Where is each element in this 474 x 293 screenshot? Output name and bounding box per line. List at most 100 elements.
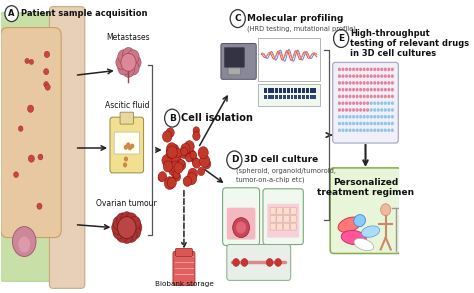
Bar — [306, 88, 309, 93]
Circle shape — [345, 81, 348, 85]
Circle shape — [124, 145, 128, 150]
Text: Ascitic fluid: Ascitic fluid — [105, 101, 149, 110]
Circle shape — [345, 95, 348, 98]
Bar — [302, 88, 305, 93]
FancyBboxPatch shape — [277, 207, 283, 214]
FancyBboxPatch shape — [49, 7, 85, 288]
Circle shape — [45, 84, 50, 90]
Circle shape — [128, 145, 132, 150]
FancyBboxPatch shape — [227, 208, 255, 240]
Circle shape — [363, 81, 365, 85]
FancyBboxPatch shape — [290, 223, 296, 230]
Circle shape — [363, 108, 365, 112]
Bar — [310, 95, 312, 99]
Circle shape — [341, 129, 345, 132]
Circle shape — [338, 115, 341, 119]
Circle shape — [38, 154, 43, 160]
Circle shape — [113, 225, 125, 239]
Circle shape — [178, 159, 184, 167]
FancyBboxPatch shape — [258, 38, 320, 81]
Circle shape — [377, 74, 380, 78]
Circle shape — [181, 145, 190, 155]
Circle shape — [370, 129, 373, 132]
Circle shape — [177, 160, 186, 170]
Circle shape — [121, 212, 133, 226]
Circle shape — [116, 55, 128, 69]
Circle shape — [356, 74, 359, 78]
Circle shape — [366, 101, 369, 105]
Circle shape — [377, 81, 380, 85]
Circle shape — [129, 225, 141, 239]
Circle shape — [338, 81, 341, 85]
Circle shape — [366, 95, 369, 98]
Circle shape — [128, 50, 139, 64]
Circle shape — [126, 142, 130, 147]
FancyBboxPatch shape — [277, 223, 283, 230]
Bar — [283, 88, 286, 93]
Bar — [279, 95, 282, 99]
Circle shape — [370, 101, 373, 105]
Circle shape — [128, 61, 139, 75]
Circle shape — [266, 258, 273, 266]
Text: (spheroid, organoid/tumoroid,: (spheroid, organoid/tumoroid, — [236, 168, 336, 174]
Circle shape — [192, 158, 201, 168]
FancyBboxPatch shape — [270, 223, 276, 230]
FancyBboxPatch shape — [333, 62, 398, 143]
Circle shape — [129, 216, 141, 230]
Circle shape — [174, 148, 182, 157]
Circle shape — [363, 95, 365, 98]
Circle shape — [363, 101, 365, 105]
Circle shape — [166, 146, 176, 159]
Circle shape — [356, 81, 359, 85]
FancyBboxPatch shape — [114, 132, 139, 154]
Circle shape — [391, 129, 394, 132]
Circle shape — [370, 115, 373, 119]
Circle shape — [173, 173, 181, 181]
Circle shape — [27, 105, 34, 113]
Circle shape — [370, 108, 373, 112]
Circle shape — [366, 122, 369, 125]
Circle shape — [370, 88, 373, 91]
Circle shape — [334, 30, 349, 47]
Circle shape — [352, 74, 355, 78]
Circle shape — [384, 129, 387, 132]
Circle shape — [118, 61, 129, 75]
Bar — [310, 88, 312, 93]
FancyBboxPatch shape — [227, 245, 291, 280]
Text: C: C — [235, 14, 241, 23]
Circle shape — [348, 122, 352, 125]
FancyBboxPatch shape — [270, 207, 276, 214]
Circle shape — [29, 59, 34, 64]
Circle shape — [163, 131, 172, 142]
Ellipse shape — [354, 239, 374, 251]
Text: Metastases: Metastases — [107, 33, 150, 42]
Circle shape — [171, 161, 181, 173]
Circle shape — [171, 152, 181, 164]
Bar — [272, 95, 274, 99]
Circle shape — [275, 258, 282, 266]
Text: High-throughput: High-throughput — [350, 29, 430, 38]
Circle shape — [373, 95, 376, 98]
Circle shape — [387, 101, 391, 105]
Circle shape — [391, 101, 394, 105]
Circle shape — [345, 129, 348, 132]
Bar — [264, 88, 267, 93]
FancyBboxPatch shape — [283, 223, 290, 230]
Circle shape — [387, 81, 391, 85]
Circle shape — [384, 88, 387, 91]
Circle shape — [391, 88, 394, 91]
Circle shape — [384, 81, 387, 85]
Circle shape — [377, 115, 380, 119]
Circle shape — [345, 88, 348, 91]
Circle shape — [348, 129, 352, 132]
Circle shape — [341, 74, 345, 78]
Circle shape — [170, 148, 177, 156]
Circle shape — [236, 222, 246, 234]
Circle shape — [391, 108, 394, 112]
Circle shape — [359, 129, 362, 132]
Circle shape — [338, 74, 341, 78]
Circle shape — [345, 68, 348, 71]
Text: Patient sample acquisition: Patient sample acquisition — [21, 9, 147, 18]
Bar — [279, 88, 282, 93]
Circle shape — [356, 88, 359, 91]
